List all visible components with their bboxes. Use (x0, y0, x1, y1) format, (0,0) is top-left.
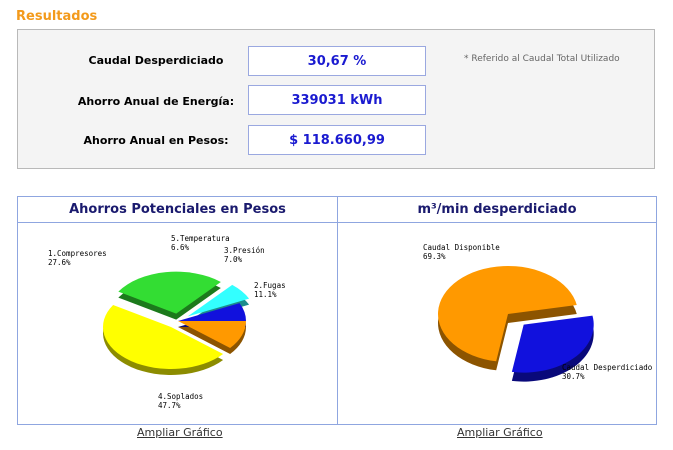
footnote: * Referido al Caudal Total Utilizado (464, 54, 620, 64)
pesos-saving-value: $ 118.660,99 (248, 125, 426, 155)
pie-slice-name-4: 5.Temperatura (171, 234, 230, 243)
pie-slice-value-1: 30.7% (562, 372, 585, 381)
pie-slice-name-2: Caudal Disponible (423, 243, 500, 252)
pie-slice-4 (187, 284, 250, 317)
section-title: Resultados (16, 9, 98, 24)
pie-slice-name-1: 2.Fugas (254, 281, 286, 290)
enlarge-chart-2-link[interactable]: Ampliar Gráfico (457, 426, 543, 439)
pesos-saving-label: Ahorro Anual en Pesos: (83, 134, 229, 147)
pie-slice-name-5: 3.Presión (224, 246, 265, 255)
charts-panel: Ahorros Potenciales en Pesos m³/min desp… (17, 196, 657, 425)
pie-slice-value-1: 11.1% (254, 290, 277, 299)
wasted-flow-value: 30,67 % (248, 46, 426, 76)
pie-slice-value-5: 7.0% (224, 255, 243, 264)
pie-slice-name-3: 1.Compresores (48, 249, 107, 258)
pie-slice-value-4: 6.6% (171, 243, 190, 252)
pie-slice-2 (438, 266, 577, 362)
chart-divider (337, 197, 338, 424)
pie-slice-name-1: Caudal Desperdiciado (562, 363, 653, 372)
pie-slice-value-2: 47.7% (158, 401, 181, 410)
pie-slice-1 (511, 315, 594, 373)
energy-saving-label: Ahorro Anual de Energía: (77, 95, 235, 108)
chart-2-title: m³/min desperdiciado (338, 197, 656, 223)
pie-slice-value-3: 27.6% (48, 258, 71, 267)
wasted-flow-label: Caudal Desperdiciado (88, 54, 224, 67)
pie-slice-5 (178, 303, 246, 321)
pie-slice-value-2: 69.3% (423, 252, 446, 261)
results-panel: Caudal Desperdiciado 30,67 % Ahorro Anua… (17, 29, 655, 169)
pie-slice-3 (118, 271, 221, 314)
pie-slice-name-2: 4.Soplados (158, 392, 203, 401)
enlarge-chart-1-link[interactable]: Ampliar Gráfico (137, 426, 223, 439)
pie-slice-1 (178, 321, 246, 348)
energy-saving-value: 339031 kWh (248, 85, 426, 115)
pie-slice-2 (102, 304, 224, 370)
chart-1-title: Ahorros Potenciales en Pesos (18, 197, 337, 223)
